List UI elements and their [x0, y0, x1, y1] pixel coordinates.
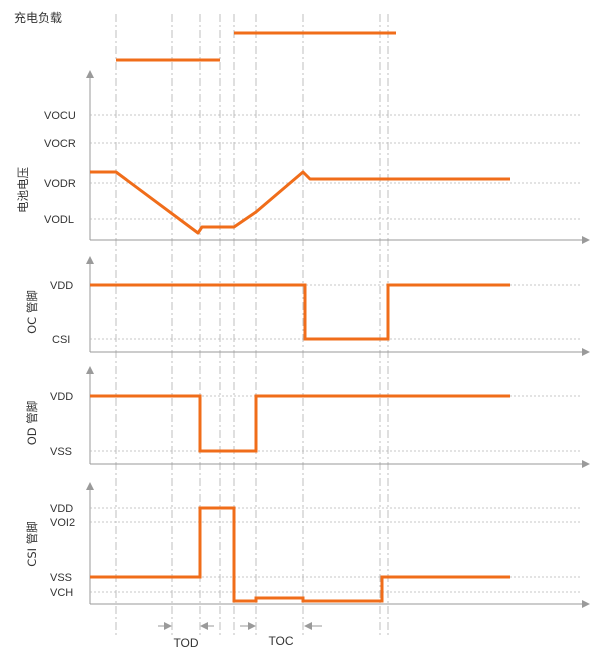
od-pin-axis-label: OD 管脚 [25, 401, 39, 446]
od-vdd-label: VDD [50, 391, 73, 403]
oc-pin-trace [90, 283, 510, 341]
battery-voltage-axis-label: 电池电压 [16, 167, 30, 213]
csi-pin-trace [90, 506, 510, 603]
tod-marker: TOD [158, 622, 214, 650]
csi-pin-axis-label: CSI 管脚 [25, 521, 39, 566]
oc-pin-panel: VDD CSI OC 管脚 [25, 256, 590, 356]
od-vss-label: VSS [50, 446, 72, 458]
csi-pin-panel: VDD VOI2 VSS VCH CSI 管脚 [25, 482, 590, 608]
oc-csi-label: CSI [52, 334, 70, 346]
vocu-label: VOCU [44, 110, 76, 122]
csi-vdd-label: VDD [50, 503, 73, 515]
oc-vdd-label: VDD [50, 280, 73, 292]
toc-label: TOC [268, 634, 293, 648]
charge-load-caption: 充电负载 [14, 10, 62, 25]
vocr-label: VOCR [44, 138, 76, 150]
oc-pin-axis-label: OC 管脚 [25, 290, 39, 334]
time-guide-lines [115, 14, 389, 638]
csi-vss-label: VSS [50, 572, 72, 584]
csi-voi2-label: VOI2 [50, 517, 75, 529]
vodr-label: VODR [44, 178, 76, 190]
vodl-label: VODL [44, 214, 74, 226]
charge-load-signal [116, 31, 396, 62]
battery-voltage-panel: VOCU VOCR VODR VODL 电池电压 [16, 70, 590, 244]
tod-label: TOD [173, 636, 198, 650]
od-pin-panel: VDD VSS OD 管脚 [25, 366, 590, 468]
csi-vch-label: VCH [50, 587, 73, 599]
battery-voltage-trace [90, 170, 510, 235]
toc-marker: TOC [240, 622, 322, 648]
od-pin-trace [90, 394, 510, 453]
